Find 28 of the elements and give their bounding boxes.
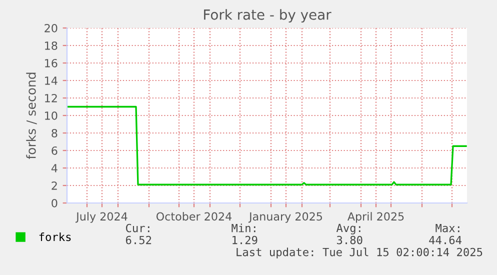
text: Last update: Tue Jul 15 02:00:14 2025 (236, 248, 482, 258)
x-tick-label: April 2025 (347, 212, 404, 223)
text: Min: (232, 224, 256, 232)
legend-label: forks (39, 232, 71, 242)
text: 3.80 (336, 236, 362, 244)
y-tick-label: 20 (44, 24, 58, 32)
x-tick-label: October 2024 (156, 212, 232, 221)
y-axis-title: forks / second (26, 72, 37, 160)
text: 1.29 (232, 236, 258, 244)
y-tick-label: 6 (52, 146, 58, 155)
x-tick-label: July 2024 (76, 212, 128, 223)
y-tick-label: 18 (45, 41, 58, 50)
y-tick-label: 0 (52, 198, 58, 208)
y-tick-label: 10 (45, 111, 58, 120)
text: 6.52 (126, 236, 152, 244)
text: Cur: (126, 224, 150, 232)
y-tick-label: 12 (45, 94, 57, 102)
y-tick-label: 4 (51, 164, 58, 172)
y-tick-label: 16 (45, 58, 58, 68)
y-tick-label: 8 (52, 128, 58, 138)
text: Max: (436, 224, 460, 232)
text: 44.64 (429, 236, 462, 244)
x-tick-label: January 2025 (248, 212, 322, 223)
y-tick-label: 14 (45, 76, 58, 85)
line-series (67, 106, 467, 186)
chart-title: Fork rate - by year (204, 9, 332, 23)
y-tick-label: 2 (52, 181, 57, 190)
text: Avg: (336, 224, 360, 234)
